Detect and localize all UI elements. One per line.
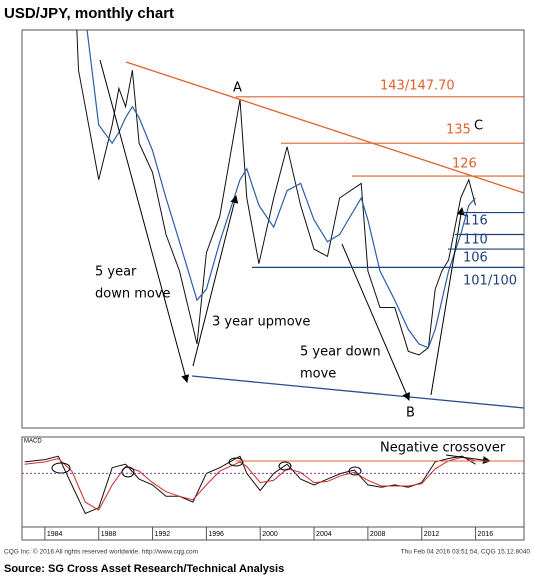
arrow bbox=[341, 243, 410, 401]
x-tick-label: 2000 bbox=[262, 531, 278, 538]
macd-circles bbox=[51, 457, 362, 478]
level-label: 116 bbox=[463, 214, 488, 229]
annotation: 5 year down bbox=[300, 345, 381, 360]
footer-right: Thu Feb 04 2016 03:51:54, CQG 15.12.8040 bbox=[401, 549, 531, 556]
label-c: C bbox=[474, 119, 483, 134]
level-label: 143/147.70 bbox=[380, 79, 455, 94]
support-trendline bbox=[191, 375, 525, 409]
arrow bbox=[192, 195, 239, 367]
level-label: 101/100 bbox=[463, 274, 517, 289]
level-label: 110 bbox=[463, 233, 488, 248]
series-line bbox=[24, 456, 476, 511]
x-tick-label: 2016 bbox=[478, 531, 494, 538]
annotation: down move bbox=[95, 287, 171, 302]
x-axis-strip bbox=[21, 526, 525, 541]
footer-left: CQG Inc. © 2016 All rights reserved worl… bbox=[4, 548, 198, 556]
series-line bbox=[24, 455, 476, 515]
x-tick-label: 1996 bbox=[208, 531, 224, 538]
annotation: 5 year bbox=[95, 265, 137, 280]
x-tick-label: 2012 bbox=[424, 531, 440, 538]
label-b: B bbox=[406, 406, 415, 421]
x-tick-label: 1992 bbox=[155, 531, 171, 538]
arrow bbox=[445, 454, 491, 465]
label-a: A bbox=[233, 81, 242, 96]
x-tick-label: 1988 bbox=[101, 531, 117, 538]
annotation: 3 year upmove bbox=[212, 315, 310, 330]
level-label: 126 bbox=[452, 157, 477, 172]
annotation: move bbox=[300, 367, 336, 382]
macd-label: MACD bbox=[24, 439, 42, 445]
x-tick-label: 2008 bbox=[370, 531, 386, 538]
arrow bbox=[430, 207, 465, 396]
series-line bbox=[76, 30, 476, 356]
annotation: Negative crossover bbox=[380, 441, 506, 456]
x-tick-label: 1984 bbox=[47, 531, 63, 538]
arrow bbox=[99, 59, 190, 383]
chart-title: USD/JPY, monthly chart bbox=[4, 5, 174, 22]
level-label: 135 bbox=[446, 123, 471, 138]
price-panel bbox=[21, 29, 525, 429]
source: Source: SG Cross Asset Research/Technica… bbox=[4, 563, 284, 575]
x-tick-label: 2004 bbox=[316, 531, 332, 538]
level-label: 106 bbox=[463, 251, 488, 266]
series-line bbox=[86, 30, 476, 349]
resistance-trendline bbox=[125, 61, 525, 194]
